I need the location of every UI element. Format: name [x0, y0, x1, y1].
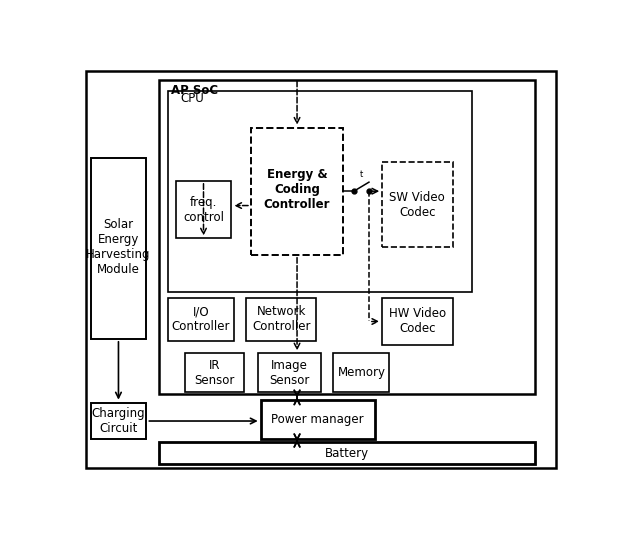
Bar [90, 402, 147, 440]
Bar [159, 441, 535, 464]
Text: Memory: Memory [337, 366, 386, 379]
Bar [251, 127, 343, 255]
Text: t: t [360, 170, 363, 179]
Bar [186, 353, 243, 392]
Bar [168, 91, 472, 292]
Text: IR
Sensor: IR Sensor [194, 359, 234, 387]
Bar [377, 80, 555, 464]
Text: AP SoC: AP SoC [171, 84, 218, 97]
Text: Image
Sensor: Image Sensor [270, 359, 310, 387]
Text: Solar
Energy
Harvesting
Module: Solar Energy Harvesting Module [87, 217, 150, 276]
Text: Network
Controller: Network Controller [252, 305, 310, 334]
Text: Charging
Circuit: Charging Circuit [92, 407, 145, 435]
Bar [334, 353, 389, 392]
Bar [246, 298, 317, 341]
Bar [176, 181, 231, 238]
Bar [168, 298, 234, 341]
Text: SW Video
Codec: SW Video Codec [389, 190, 445, 219]
Bar [90, 158, 147, 339]
Text: Energy &
Coding
Controller: Energy & Coding Controller [264, 168, 330, 211]
Text: CPU: CPU [181, 92, 204, 106]
Bar [382, 298, 453, 345]
Text: HW Video
Codec: HW Video Codec [389, 308, 446, 335]
Bar [261, 400, 375, 440]
Text: I/O
Controller: I/O Controller [172, 305, 230, 334]
Bar [159, 80, 535, 394]
Text: Battery: Battery [325, 447, 369, 459]
Text: Power manager: Power manager [271, 414, 364, 426]
Text: freq.
control: freq. control [183, 196, 224, 224]
Bar [258, 353, 322, 392]
Bar [382, 163, 453, 247]
